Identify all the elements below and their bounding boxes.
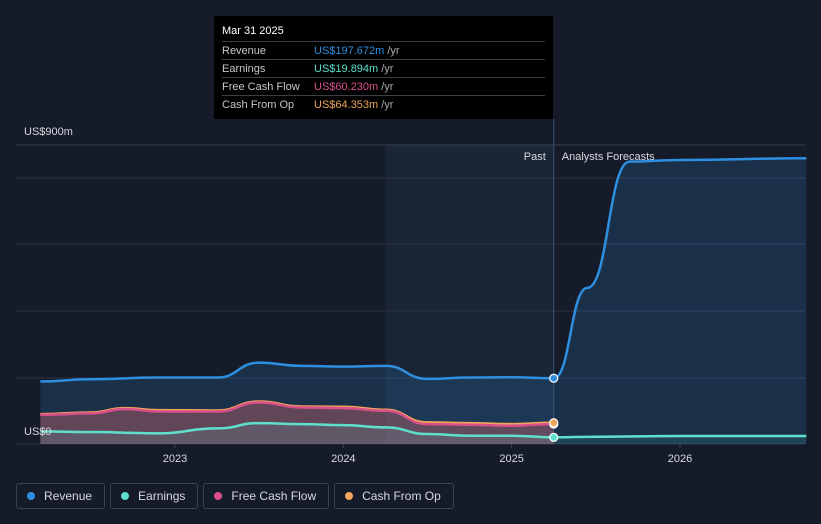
chart-area: Past Analysts Forecasts 2023 2024 2025 2026 xyxy=(16,119,807,465)
legend-item-revenue[interactable]: Revenue xyxy=(16,483,106,509)
series-line-revenue xyxy=(40,157,807,383)
tooltip-row: Cash From Op US$64.353m/yr xyxy=(222,95,545,113)
series-line-free-cash-flow xyxy=(40,401,554,427)
tooltip-row-value: US$60.230m xyxy=(314,80,379,93)
x-tick-label: 2024 xyxy=(331,453,355,465)
tooltip-row-value: US$64.353m xyxy=(314,98,379,111)
y-axis-bottom-label: US$0 xyxy=(24,426,52,438)
tooltip-row-unit: /yr xyxy=(381,62,394,75)
highlight-point-cash-from-op xyxy=(549,418,559,428)
legend-dot-icon xyxy=(345,492,354,500)
tooltip-row: Earnings US$19.894m/yr xyxy=(222,59,545,77)
tooltip-row-name: Earnings xyxy=(222,62,266,75)
legend: Revenue Earnings Free Cash Flow Cash From O… xyxy=(16,483,454,509)
tooltip-row: Revenue US$197.672m/yr xyxy=(222,41,545,59)
tooltip-row-value: US$197.672m xyxy=(314,44,385,57)
x-tick-label: 2026 xyxy=(668,453,692,465)
legend-item-cash-from-op[interactable]: Cash From Op xyxy=(334,483,454,509)
past-region xyxy=(385,145,554,444)
series-area-revenue xyxy=(40,158,807,445)
tooltip-row: Free Cash Flow US$60.230m/yr xyxy=(222,77,545,95)
legend-label: Cash From Op xyxy=(362,489,441,503)
y-axis-top-label: US$900m xyxy=(24,126,73,138)
tooltip-row-value: US$19.894m xyxy=(314,62,379,75)
tooltip-row-unit: /yr xyxy=(381,98,394,111)
highlight-point-earnings xyxy=(549,432,559,442)
legend-dot-icon xyxy=(214,492,223,500)
series-line-earnings xyxy=(40,421,807,439)
legend-dot-icon xyxy=(27,492,35,500)
legend-label: Free Cash Flow xyxy=(231,489,317,503)
legend-item-free-cash-flow[interactable]: Free Cash Flow xyxy=(203,483,330,509)
tooltip-row-unit: /yr xyxy=(387,44,400,57)
tooltip-row-unit: /yr xyxy=(381,80,394,93)
tooltip-row-name: Revenue xyxy=(222,44,267,57)
tooltip: Mar 31 2025 Revenue US$197.672m/yr Earning… xyxy=(214,16,553,119)
forecast-label: Analysts Forecasts xyxy=(562,151,655,163)
legend-dot-icon xyxy=(121,492,130,500)
legend-label: Revenue xyxy=(44,489,93,503)
tooltip-row-name: Cash From Op xyxy=(222,98,295,111)
legend-item-earnings[interactable]: Earnings xyxy=(110,483,199,509)
tooltip-row-name: Free Cash Flow xyxy=(222,80,300,93)
tooltip-date: Mar 31 2025 xyxy=(222,25,284,37)
highlight-point-revenue xyxy=(549,373,559,383)
past-label: Past xyxy=(524,151,546,163)
x-tick-label: 2025 xyxy=(499,453,523,465)
x-tick-label: 2023 xyxy=(163,453,187,465)
legend-label: Earnings xyxy=(138,489,186,503)
